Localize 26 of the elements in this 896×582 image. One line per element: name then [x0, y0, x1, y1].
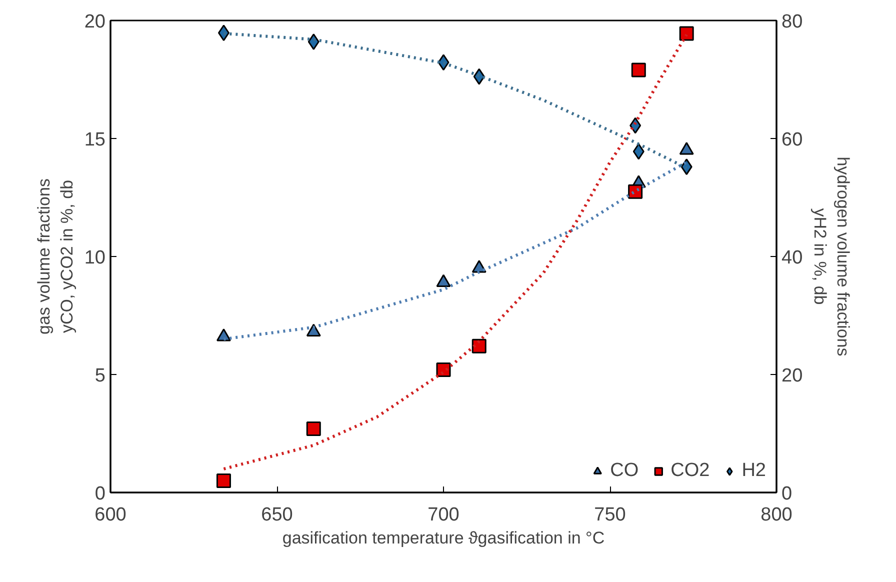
legend-label: H2 — [742, 460, 766, 482]
x-tick-label: 700 — [428, 504, 460, 526]
y2-tick-label: 40 — [782, 248, 803, 268]
y2-tick-label: 0 — [782, 484, 792, 504]
legend-label: CO — [610, 460, 639, 482]
point — [630, 117, 642, 134]
y-tick-label: 5 — [94, 366, 106, 386]
y2-tick-label: 60 — [782, 130, 803, 150]
y2-axis-title: hydrogen volume fractions yH2 in %, db — [810, 156, 852, 356]
x-tick-label: 800 — [760, 504, 792, 526]
y-tick-label: 0 — [94, 484, 106, 504]
point — [473, 68, 485, 85]
point — [218, 24, 230, 42]
x-tick-label: 600 — [94, 504, 126, 526]
legend-label: CO2 — [670, 460, 710, 482]
y2-tick-label: 20 — [782, 366, 803, 386]
point — [632, 143, 644, 160]
y-axis-title: gas volume fractions yCO, yCO2 in %, db — [34, 178, 76, 334]
x-tick-label: 750 — [594, 504, 626, 526]
y-tick-label: 15 — [84, 130, 106, 150]
y2-tick-label: 80 — [782, 12, 803, 32]
point — [308, 33, 320, 50]
x-tick-label: 650 — [261, 504, 293, 526]
y-tick-label: 20 — [84, 12, 106, 32]
x-axis-title: gasification temperature ϑgasification in °C — [282, 528, 605, 548]
y-tick-label: 10 — [84, 248, 106, 268]
